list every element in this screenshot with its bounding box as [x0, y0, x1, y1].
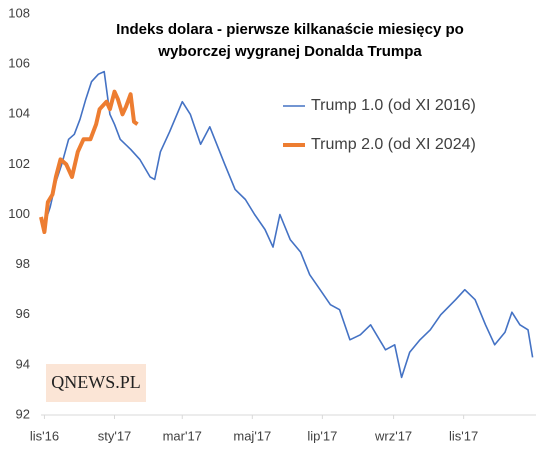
y-tick-label: 92 [16, 406, 30, 421]
logo: QNEWS.PL [51, 372, 141, 392]
x-tick-label: lis'17 [449, 428, 478, 443]
x-tick-label: maj'17 [233, 428, 271, 443]
y-tick-label: 96 [16, 306, 30, 321]
x-tick-label: sty'17 [98, 428, 132, 443]
y-tick-label: 108 [8, 5, 30, 20]
chart-title: wyborczej wygranej Donalda Trumpa [157, 43, 422, 60]
chart-title: Indeks dolara - pierwsze kilkanaście mie… [116, 21, 464, 38]
y-tick-label: 98 [16, 256, 30, 271]
y-tick-label: 104 [8, 106, 30, 121]
y-tick-label: 106 [8, 56, 30, 71]
series-line [39, 89, 139, 234]
logo-box [46, 364, 146, 402]
x-tick-label: lis'16 [30, 428, 59, 443]
legend-label: Trump 2.0 (od XI 2024) [311, 136, 476, 153]
y-tick-label: 100 [8, 206, 30, 221]
x-tick-label: lip'17 [307, 428, 337, 443]
x-tick-label: mar'17 [163, 428, 202, 443]
y-tick-label: 102 [8, 156, 30, 171]
legend-label: Trump 1.0 (od XI 2016) [311, 97, 476, 114]
y-tick-label: 94 [16, 356, 30, 371]
series-line [43, 70, 534, 379]
x-tick-label: wrz'17 [374, 428, 412, 443]
